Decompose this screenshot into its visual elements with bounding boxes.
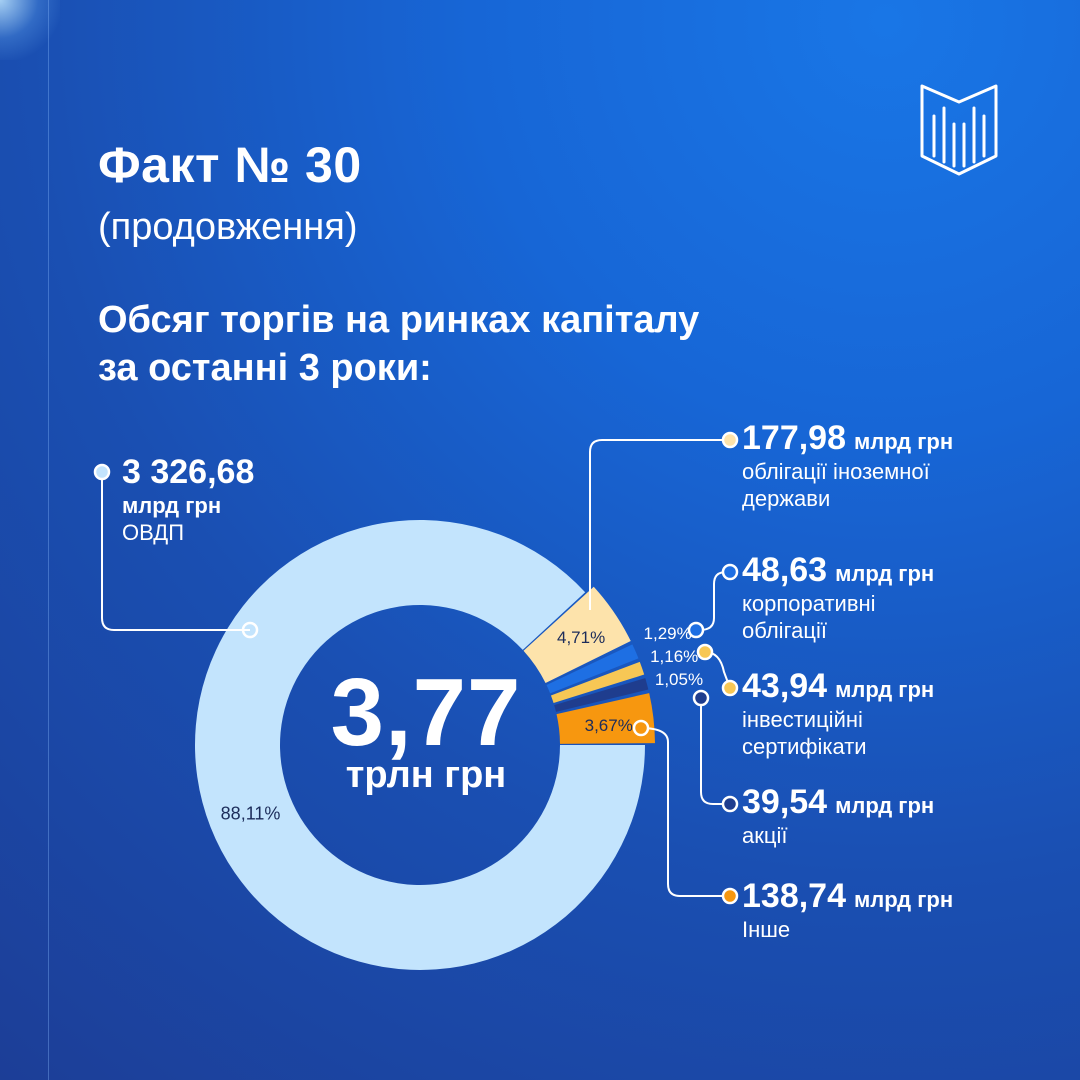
legend-ovdp-unit: млрд грн: [122, 493, 222, 519]
total-unit: трлн грн: [345, 754, 507, 796]
connector-dot-other: [721, 887, 739, 905]
legend-corporate-unit: млрд грн: [835, 561, 935, 586]
slice-investment: [550, 661, 645, 704]
book-columns-logo-icon: [920, 84, 998, 176]
legend-shares-amount: 39,54: [742, 783, 828, 821]
connector-shares: [700, 698, 730, 805]
legend-investment-unit: млрд грн: [835, 677, 935, 702]
percent-label-foreign: 4,71%: [557, 628, 605, 647]
fact-subtitle: (продовження): [98, 206, 358, 248]
slice-corporate: [546, 644, 639, 694]
connector-dot-other: [632, 719, 650, 737]
legend-foreign-label-line-1: облігації іноземної: [742, 459, 930, 485]
connector-dot-corporate: [687, 621, 705, 639]
legend-foreign-unit: млрд грн: [854, 429, 954, 454]
percent-label-corporate: 1,29%: [644, 624, 692, 643]
legend-other-amount: 138,74: [742, 877, 846, 915]
legend-investment: 43,94 млрд грн інвестиційні сертифікати: [742, 666, 934, 761]
connector-dot-corporate: [721, 563, 739, 581]
legend-ovdp-amount: 3 326,68: [122, 453, 255, 491]
percent-label-investment: 1,16%: [650, 647, 698, 666]
headline-line-2: за останні 3 роки:: [98, 347, 432, 389]
percent-label-shares: 1,05%: [655, 670, 703, 689]
legend-shares: 39,54 млрд грн акції: [742, 782, 934, 850]
legend-investment-amount: 43,94: [742, 667, 828, 705]
total-value: 3,77: [330, 659, 522, 766]
decorative-vertical-line: [48, 0, 49, 1080]
headline-line-1: Обсяг торгів на ринках капіталу: [98, 299, 700, 341]
connector-dot-shares: [692, 689, 710, 707]
legend-corporate-amount: 48,63: [742, 551, 828, 589]
legend-other-label: Інше: [742, 917, 791, 943]
chart-headline: Обсяг торгів на ринках капіталу за остан…: [98, 296, 858, 392]
connector-dot-ovdp: [241, 621, 259, 639]
slice-foreign: [523, 586, 631, 684]
legend-ovdp-label: ОВДП: [122, 520, 185, 546]
legend-foreign-label-line-2: держави: [742, 486, 831, 512]
legend-corporate-label-line-2: облігації: [742, 618, 827, 644]
connector-dot-ovdp: [93, 463, 111, 481]
legend-corporate-label-line-1: корпоративні: [742, 591, 876, 617]
connector-other: [640, 727, 730, 897]
connector-dot-foreign: [721, 431, 739, 449]
legend-shares-unit: млрд грн: [835, 793, 935, 818]
connector-dot-investment: [721, 679, 739, 697]
slice-shares: [554, 678, 649, 712]
legend-foreign-amount: 177,98: [742, 419, 846, 457]
legend-other: 138,74 млрд грн Інше: [742, 876, 953, 944]
legend-shares-label: акції: [742, 823, 788, 849]
legend-ovdp: 3 326,68 млрд грн ОВДП: [122, 452, 254, 547]
legend-foreign: 177,98 млрд грн облігації іноземної держа…: [742, 418, 953, 513]
legend-other-unit: млрд грн: [854, 887, 954, 912]
fact-title: Факт № 30: [98, 137, 362, 193]
slice-other: [556, 693, 655, 744]
connector-dot-shares: [721, 795, 739, 813]
connector-dot-investment: [696, 643, 714, 661]
percent-label-ovdp: 88,11%: [221, 803, 281, 823]
legend-investment-label-line-1: інвестиційні: [742, 707, 863, 733]
connector-foreign: [589, 439, 726, 610]
slice-ovdp: [195, 520, 646, 971]
legend-investment-label-line-2: сертифікати: [742, 734, 867, 760]
legend-corporate: 48,63 млрд грн корпоративні облігації: [742, 550, 934, 645]
corner-glow: [0, 0, 60, 60]
connector-corporate: [699, 571, 730, 631]
connector-ovdp: [101, 472, 250, 631]
percent-label-other: 3,67%: [585, 716, 633, 735]
